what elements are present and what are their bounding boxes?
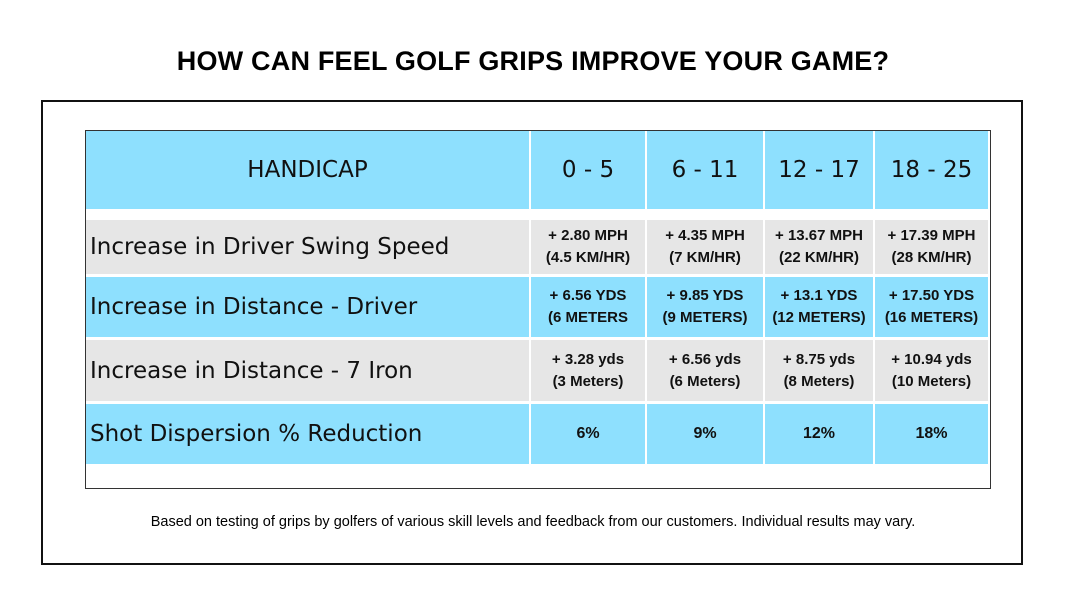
cell-line: + 17.39 MPH <box>887 227 976 244</box>
cell-line: (12 METERS) <box>772 309 866 326</box>
cell-line: + 8.75 yds <box>782 350 856 368</box>
table-cell: + 2.80 MPH (4.5 KM/HR) <box>531 220 645 274</box>
header-handicap: HANDICAP <box>86 131 529 209</box>
cell-line: (6 METERS <box>547 309 628 326</box>
cell-line: + 17.50 YDS <box>888 287 975 304</box>
table-frame <box>41 100 1023 565</box>
cell-line: + 4.35 MPH <box>665 227 745 244</box>
header-range: 18 - 25 <box>875 131 988 209</box>
row-label: Increase in Distance - Driver <box>86 277 529 337</box>
cell-line: (6 Meters) <box>669 372 741 390</box>
cell-line: + 6.56 yds <box>668 350 742 368</box>
cell-line: (22 KM/HR) <box>778 249 859 266</box>
cell-line: + 3.28 yds <box>551 350 625 368</box>
cell-line: (10 Meters) <box>891 372 972 390</box>
cell-line: + 13.1 YDS <box>780 287 858 304</box>
row-label: Increase in Driver Swing Speed <box>86 220 529 274</box>
cell-line: (7 KM/HR) <box>669 249 741 266</box>
cell-line: + 2.80 MPH <box>548 227 628 244</box>
row-label: Shot Dispersion % Reduction <box>86 404 529 464</box>
cell-line: (16 METERS) <box>884 309 979 326</box>
cell-line: (3 Meters) <box>552 372 624 390</box>
cell-line: (9 METERS) <box>662 309 748 326</box>
table-cell: + 3.28 yds (3 Meters) <box>531 340 645 401</box>
cell-line: 18% <box>915 425 948 442</box>
table-cell: + 10.94 yds (10 Meters) <box>875 340 988 401</box>
cell-line: (28 KM/HR) <box>891 249 972 266</box>
table-cell: + 8.75 yds (8 Meters) <box>765 340 873 401</box>
cell-line: (8 Meters) <box>783 372 855 390</box>
cell-line: 9% <box>693 425 717 442</box>
row-label: Increase in Distance - 7 Iron <box>86 340 529 401</box>
cell-line: 12% <box>802 425 836 442</box>
header-range: 12 - 17 <box>765 131 873 209</box>
table-cell: + 9.85 YDS (9 METERS) <box>647 277 763 337</box>
table-cell: + 6.56 yds (6 Meters) <box>647 340 763 401</box>
table-cell: 9% <box>647 404 763 464</box>
header-range: 0 - 5 <box>531 131 645 209</box>
cell-line: + 9.85 YDS <box>666 287 744 304</box>
cell-line: 6% <box>576 425 600 442</box>
cell-line: (4.5 KM/HR) <box>545 249 631 266</box>
cell-line: + 6.56 YDS <box>549 287 627 304</box>
table-cell: 18% <box>875 404 988 464</box>
table-cell: + 13.67 MPH (22 KM/HR) <box>765 220 873 274</box>
page-title: HOW CAN FEEL GOLF GRIPS IMPROVE YOUR GAM… <box>176 46 890 76</box>
table-cell: + 17.50 YDS (16 METERS) <box>875 277 988 337</box>
table-cell: + 6.56 YDS (6 METERS <box>531 277 645 337</box>
table-cell: + 17.39 MPH (28 KM/HR) <box>875 220 988 274</box>
table-cell: + 4.35 MPH (7 KM/HR) <box>647 220 763 274</box>
table-cell: 12% <box>765 404 873 464</box>
footnote: Based on testing of grips by golfers of … <box>150 514 916 530</box>
table-cell: + 13.1 YDS (12 METERS) <box>765 277 873 337</box>
header-range: 6 - 11 <box>647 131 763 209</box>
cell-line: + 13.67 MPH <box>775 227 863 244</box>
cell-line: + 10.94 yds <box>891 350 972 368</box>
table-cell: 6% <box>531 404 645 464</box>
